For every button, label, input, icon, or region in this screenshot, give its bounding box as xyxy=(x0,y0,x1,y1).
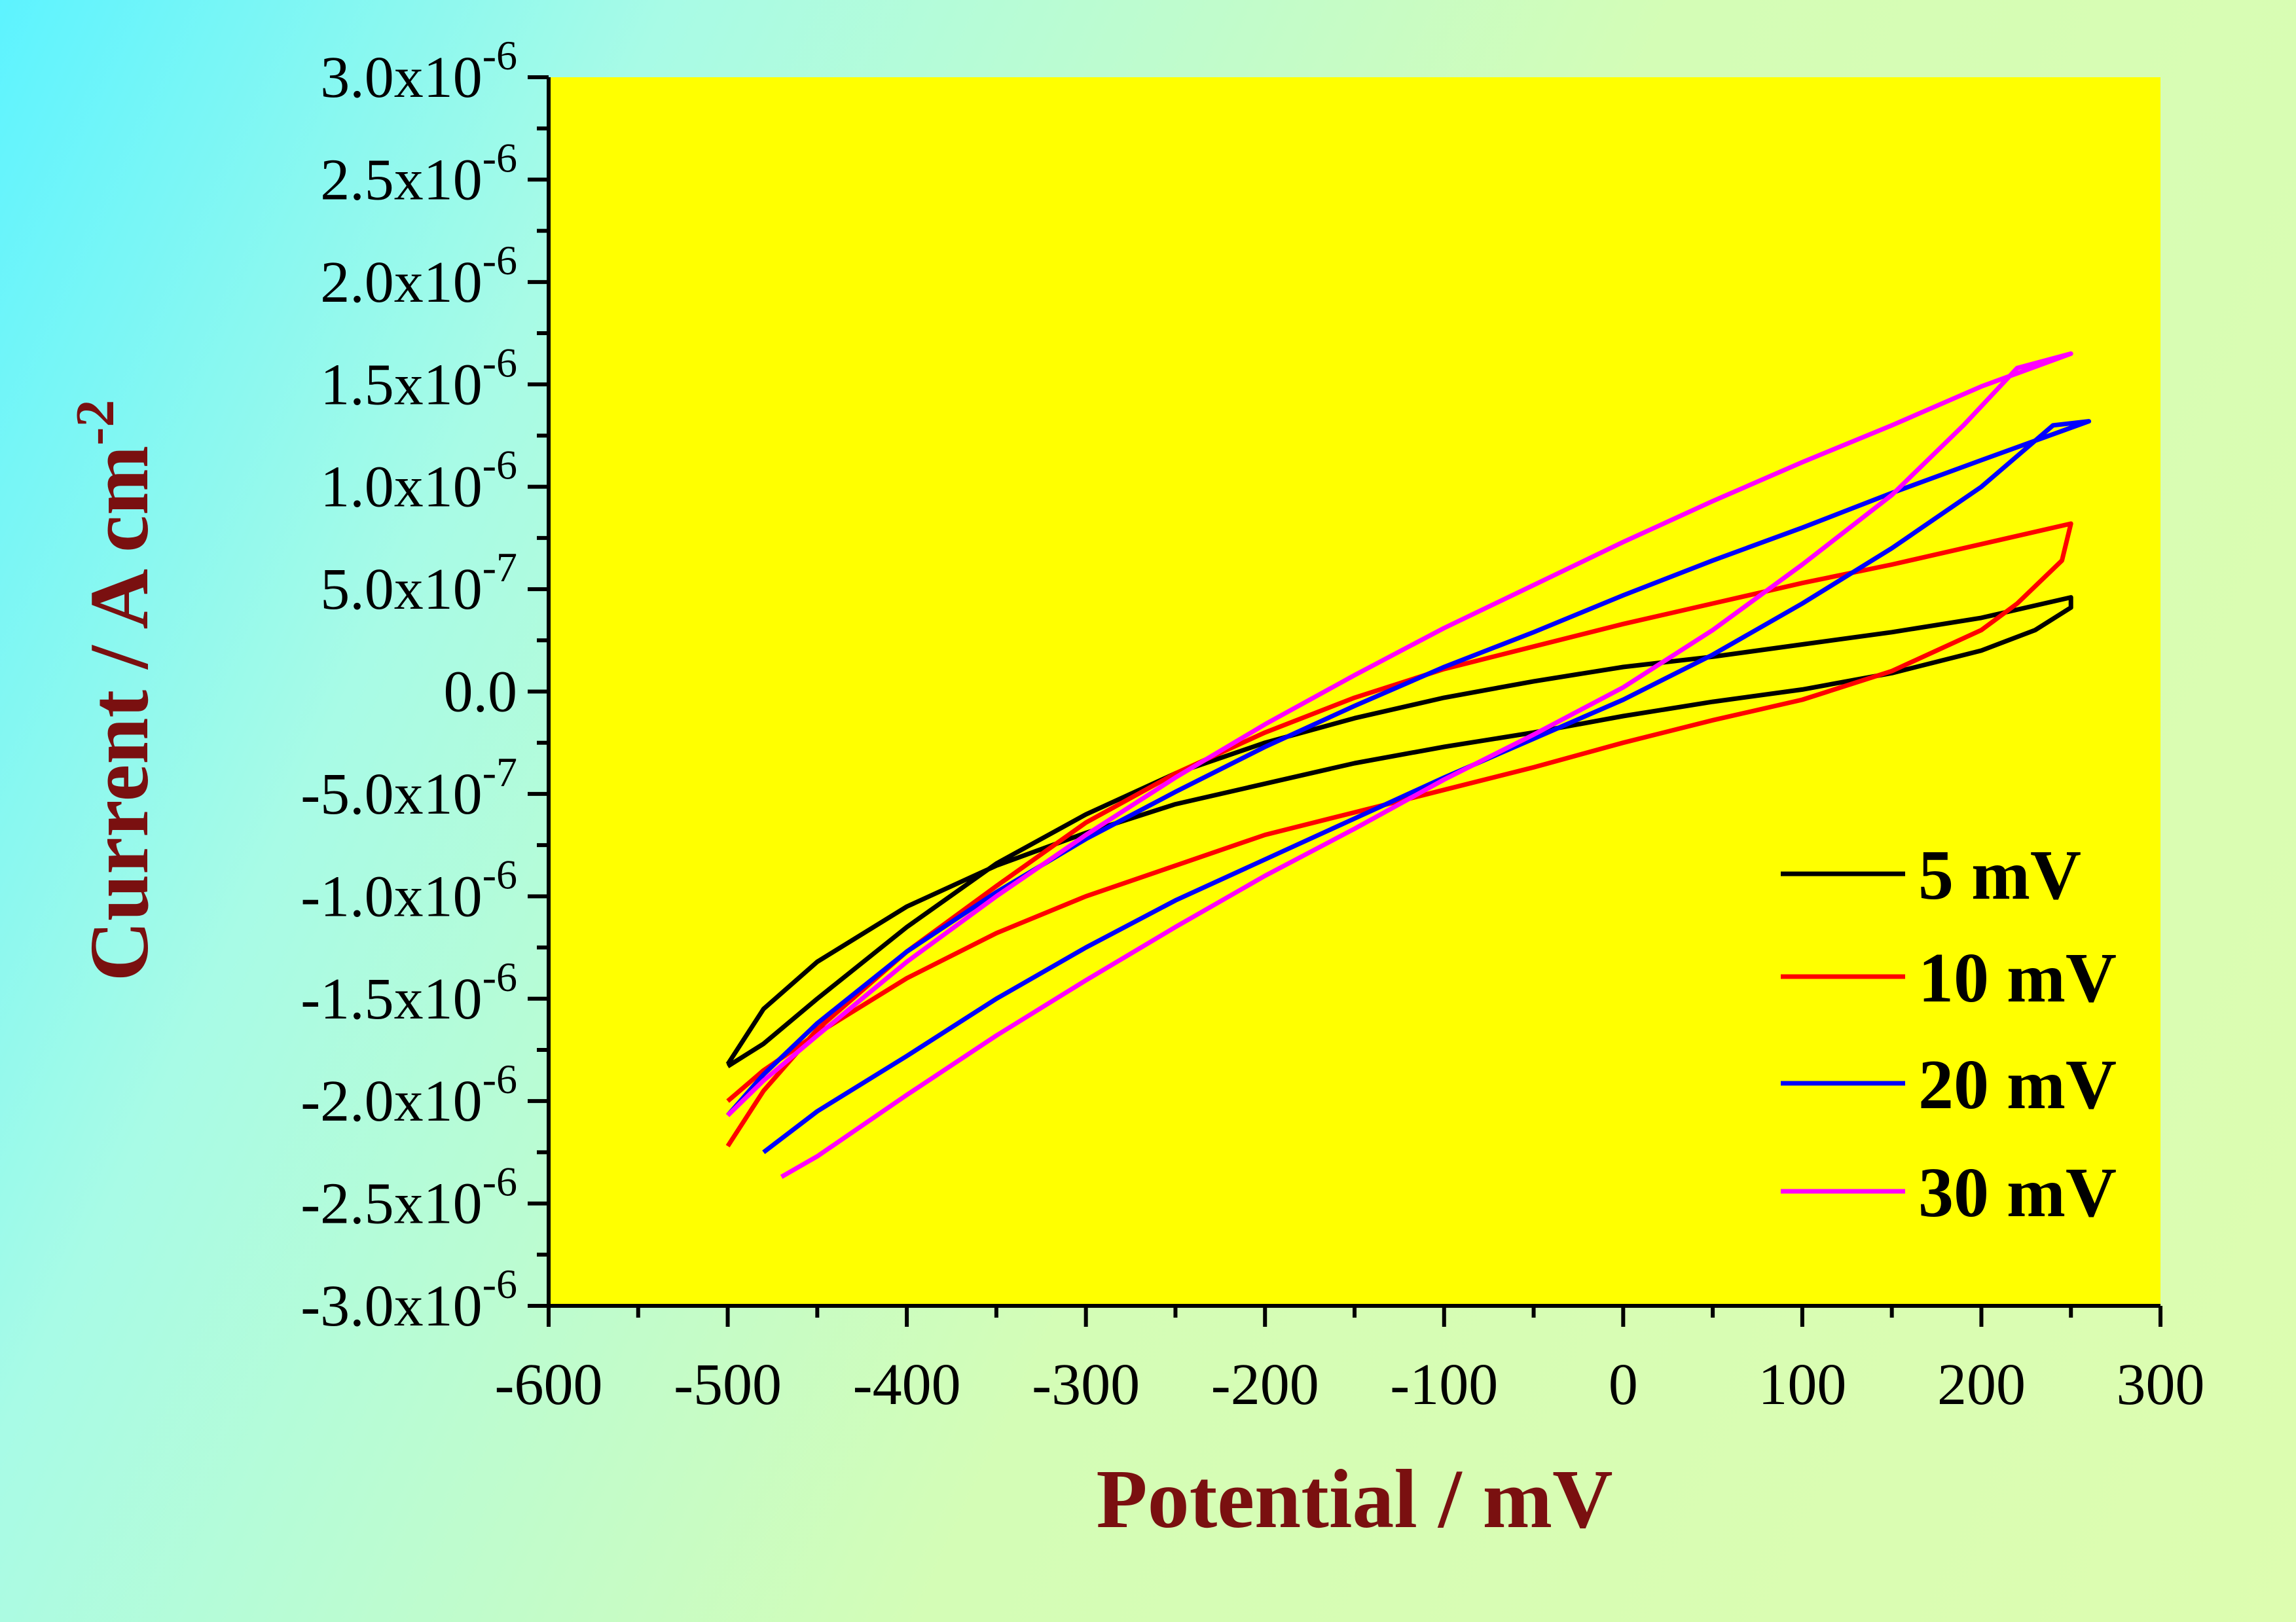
legend-label: 5 mV xyxy=(1918,837,2081,914)
x-tick-label: -400 xyxy=(853,1352,961,1417)
y-tick-label: 2.5x10-6 xyxy=(320,134,517,212)
y-tick-label: -5.0x10-7 xyxy=(301,749,517,827)
series-line-4 xyxy=(726,351,2073,1179)
y-tick-label: -1.0x10-6 xyxy=(301,851,517,929)
y-tick-label: -1.5x10-6 xyxy=(301,954,517,1032)
x-tick-label: 100 xyxy=(1758,1352,1846,1417)
legend-label: 30 mV xyxy=(1918,1154,2117,1232)
y-tick-label: 3.0x10-6 xyxy=(320,32,517,110)
x-tick-label: 0 xyxy=(1609,1352,1638,1417)
series-line-3 xyxy=(725,419,2092,1155)
y-tick-label: 1.5x10-6 xyxy=(320,339,517,417)
series-layer xyxy=(725,351,2092,1179)
y-axis-title-main: Current / A cm xyxy=(73,446,166,982)
series-line-1 xyxy=(725,595,2073,1068)
x-tick-label: -100 xyxy=(1390,1352,1498,1417)
y-tick-label: -3.0x10-6 xyxy=(301,1261,517,1339)
x-tick-label: -300 xyxy=(1032,1352,1140,1417)
axes-layer: -600 -500 -400 -300 -200 -100 0 100 200 300 3.0x10… xyxy=(301,32,2204,1417)
y-tick-label: -2.5x10-6 xyxy=(301,1159,517,1236)
y-axis-title: Current / A cm-2 xyxy=(65,400,166,982)
x-tick-label: 200 xyxy=(1937,1352,2026,1417)
y-axis-title-sup: -2 xyxy=(65,400,126,446)
y-tick-label: -2.0x10-6 xyxy=(301,1056,517,1134)
plot-area xyxy=(549,77,2160,1306)
y-tick-label: 2.0x10-6 xyxy=(320,237,517,315)
legend: 5 mV 10 mV 20 mV 30 mV xyxy=(1781,837,2117,1232)
y-tick-label: 0.0 xyxy=(444,660,518,725)
x-tick-label: -600 xyxy=(495,1352,603,1417)
series-line-2 xyxy=(725,521,2073,1147)
x-tick-label: -500 xyxy=(674,1352,782,1417)
legend-label: 20 mV xyxy=(1918,1046,2117,1124)
x-tick-label: 300 xyxy=(2117,1352,2205,1417)
x-tick-label: -200 xyxy=(1211,1352,1319,1417)
legend-label: 10 mV xyxy=(1918,939,2117,1017)
x-axis-title: Potential / mV xyxy=(1096,1452,1613,1545)
y-tick-label: 5.0x10-7 xyxy=(320,544,517,622)
y-tick-label: 1.0x10-6 xyxy=(320,442,517,520)
